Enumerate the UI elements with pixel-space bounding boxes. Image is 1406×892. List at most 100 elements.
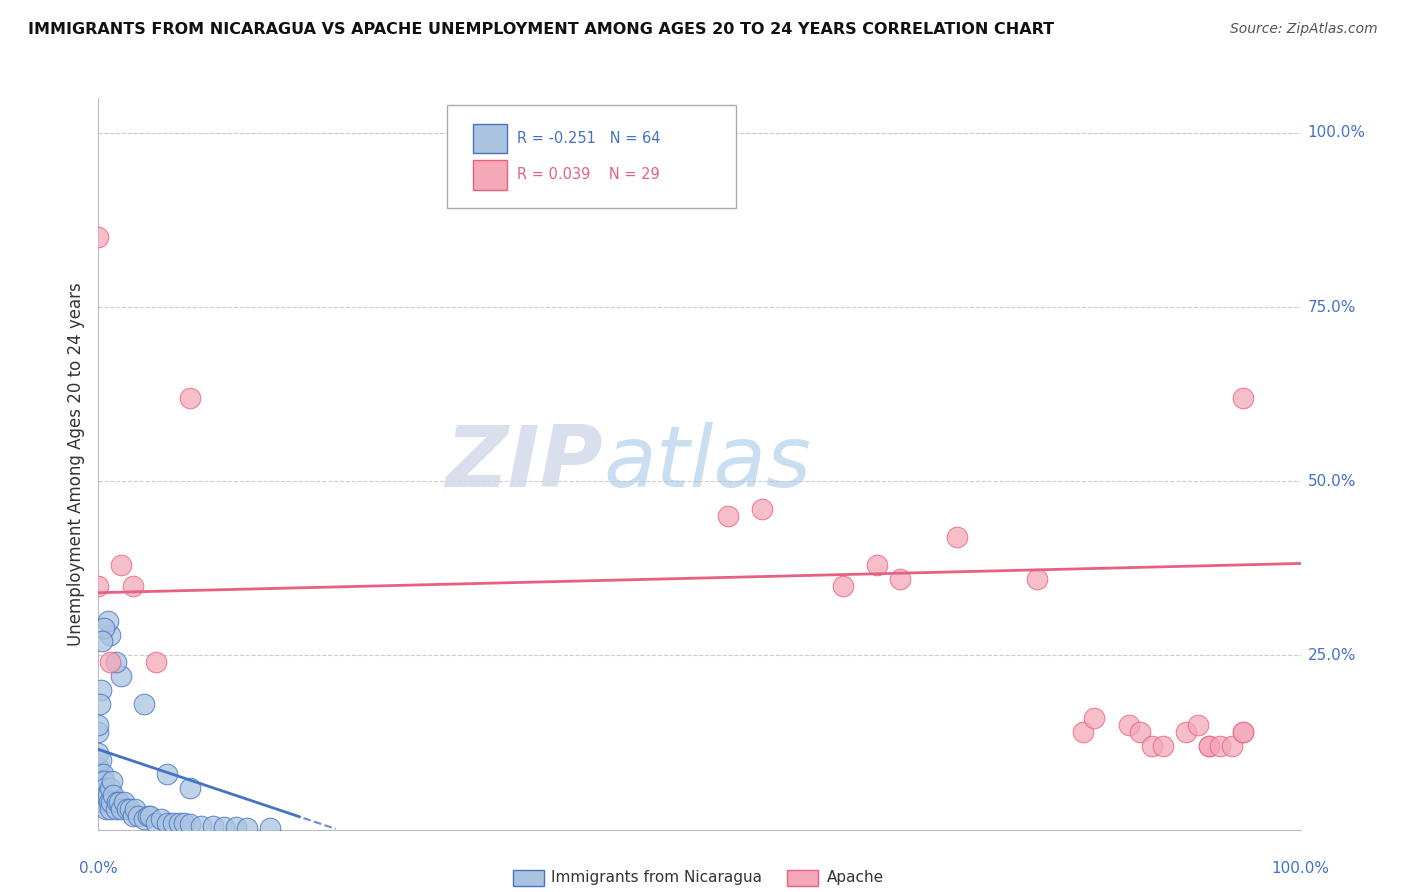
- Point: [1232, 725, 1254, 739]
- Point: [98, 627, 121, 641]
- Point: [1232, 391, 1254, 405]
- Point: [104, 656, 127, 670]
- Point: [134, 697, 156, 711]
- Point: [173, 815, 195, 830]
- Text: 0.0%: 0.0%: [79, 861, 118, 876]
- Point: [179, 391, 201, 405]
- Point: [89, 780, 111, 795]
- Point: [1118, 718, 1140, 732]
- Point: [97, 795, 120, 809]
- Text: atlas: atlas: [603, 422, 811, 506]
- Point: [717, 509, 740, 524]
- Text: Source: ZipAtlas.com: Source: ZipAtlas.com: [1230, 22, 1378, 37]
- Point: [128, 808, 150, 822]
- Point: [214, 821, 236, 835]
- Point: [91, 767, 114, 781]
- Text: Apache: Apache: [827, 871, 884, 885]
- Point: [190, 819, 212, 833]
- Point: [90, 683, 112, 698]
- Point: [134, 812, 156, 826]
- Point: [90, 788, 112, 802]
- Point: [145, 815, 167, 830]
- Point: [1071, 725, 1094, 739]
- Point: [103, 788, 125, 802]
- Point: [98, 656, 121, 670]
- Point: [831, 579, 853, 593]
- Point: [91, 788, 114, 802]
- Point: [1198, 739, 1220, 753]
- Point: [90, 795, 112, 809]
- Point: [87, 579, 110, 593]
- Point: [889, 572, 911, 586]
- Point: [90, 773, 112, 788]
- Bar: [474, 161, 508, 190]
- Point: [121, 808, 143, 822]
- Point: [93, 621, 115, 635]
- Point: [1187, 718, 1209, 732]
- Point: [136, 808, 159, 822]
- Point: [96, 788, 118, 802]
- Point: [751, 502, 773, 516]
- Text: 100.0%: 100.0%: [1308, 126, 1365, 140]
- Point: [104, 802, 127, 816]
- Point: [101, 773, 124, 788]
- Point: [145, 656, 167, 670]
- Point: [90, 780, 112, 795]
- Point: [1083, 711, 1105, 725]
- Point: [259, 821, 281, 835]
- Point: [201, 819, 224, 833]
- Text: 25.0%: 25.0%: [1308, 648, 1355, 663]
- Point: [162, 815, 184, 830]
- Point: [87, 725, 110, 739]
- Point: [1232, 725, 1254, 739]
- Point: [93, 795, 115, 809]
- Point: [89, 697, 111, 711]
- Text: IMMIGRANTS FROM NICARAGUA VS APACHE UNEMPLOYMENT AMONG AGES 20 TO 24 YEARS CORRE: IMMIGRANTS FROM NICARAGUA VS APACHE UNEM…: [28, 22, 1054, 37]
- Point: [90, 634, 112, 648]
- Point: [124, 802, 146, 816]
- Point: [105, 795, 128, 809]
- Point: [156, 767, 179, 781]
- Point: [121, 579, 143, 593]
- Text: 100.0%: 100.0%: [1271, 861, 1330, 876]
- Point: [946, 530, 969, 544]
- Point: [1129, 725, 1152, 739]
- Point: [156, 815, 179, 830]
- Point: [1220, 739, 1243, 753]
- Point: [98, 802, 121, 816]
- Point: [236, 821, 259, 835]
- Point: [110, 669, 132, 683]
- Point: [1140, 739, 1163, 753]
- Point: [120, 802, 142, 816]
- Point: [179, 817, 201, 831]
- Point: [1152, 739, 1174, 753]
- FancyBboxPatch shape: [447, 105, 735, 208]
- Point: [87, 746, 110, 760]
- Text: 75.0%: 75.0%: [1308, 300, 1355, 315]
- Point: [87, 230, 110, 244]
- Text: Immigrants from Nicaragua: Immigrants from Nicaragua: [551, 871, 762, 885]
- Y-axis label: Unemployment Among Ages 20 to 24 years: Unemployment Among Ages 20 to 24 years: [66, 282, 84, 646]
- Point: [866, 558, 889, 572]
- Point: [98, 780, 121, 795]
- Point: [89, 767, 111, 781]
- Point: [94, 780, 117, 795]
- Text: R = 0.039    N = 29: R = 0.039 N = 29: [517, 168, 659, 183]
- Point: [97, 788, 120, 802]
- Point: [87, 718, 110, 732]
- Point: [225, 821, 247, 835]
- Point: [1175, 725, 1198, 739]
- Point: [97, 614, 120, 628]
- Point: [179, 780, 201, 795]
- Text: ZIP: ZIP: [446, 422, 603, 506]
- Point: [1026, 572, 1049, 586]
- Point: [1198, 739, 1220, 753]
- Text: R = -0.251   N = 64: R = -0.251 N = 64: [517, 131, 661, 146]
- Point: [93, 773, 115, 788]
- Point: [87, 788, 110, 802]
- Point: [167, 815, 190, 830]
- Text: 50.0%: 50.0%: [1308, 474, 1355, 489]
- Point: [96, 802, 118, 816]
- Point: [108, 795, 131, 809]
- Bar: [474, 124, 508, 153]
